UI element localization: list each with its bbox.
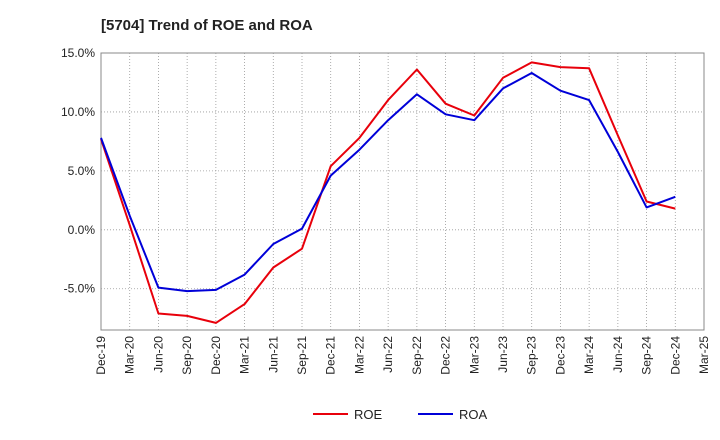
x-tick-label: Jun-22 [381, 336, 395, 373]
x-tick-label: Mar-24 [582, 336, 596, 374]
series-lines [100, 61, 676, 324]
x-tick-label: Jun-24 [611, 336, 625, 373]
x-axis: Dec-19 Mar-20 Jun-20 Sep-20 Dec-20 Mar-21 Jun-… [94, 336, 711, 375]
x-tick-label: Sep-23 [525, 336, 539, 375]
legend: ROE ROA [313, 407, 488, 422]
y-tick-label: -5.0% [64, 282, 96, 296]
x-tick-label: Jun-21 [266, 336, 280, 373]
x-tick-label: Mar-23 [467, 336, 481, 374]
x-tick-label: Dec-22 [439, 336, 453, 375]
x-tick-label: Sep-22 [410, 336, 424, 375]
x-tick-label: Jun-20 [151, 336, 165, 373]
x-tick-label: Dec-24 [668, 336, 682, 375]
y-tick-label: 10.0% [61, 105, 95, 119]
series-line-roa [100, 72, 676, 293]
x-tick-label: Mar-21 [238, 336, 252, 374]
x-tick-label: Sep-20 [180, 336, 194, 375]
y-axis: 15.0% 10.0% 5.0% 0.0% -5.0% [61, 46, 95, 296]
plot-area [100, 52, 705, 331]
x-tick-label: Dec-20 [209, 336, 223, 375]
legend-label-roe: ROE [354, 407, 383, 422]
y-tick-label: 0.0% [68, 223, 96, 237]
x-tick-label: Sep-21 [295, 336, 309, 375]
y-tick-label: 5.0% [68, 164, 96, 178]
series-line-roe [100, 61, 676, 324]
x-tick-label: Dec-19 [94, 336, 108, 375]
gridlines [101, 53, 704, 330]
x-tick-label: Mar-20 [123, 336, 137, 374]
legend-label-roa: ROA [459, 407, 488, 422]
chart-title: [5704] Trend of ROE and ROA [101, 17, 313, 34]
x-tick-label: Mar-22 [352, 336, 366, 374]
x-tick-label: Mar-25 [697, 336, 711, 374]
x-tick-label: Dec-21 [324, 336, 338, 375]
x-tick-label: Sep-24 [640, 336, 654, 375]
y-tick-label: 15.0% [61, 46, 95, 60]
x-tick-label: Jun-23 [496, 336, 510, 373]
x-tick-label: Dec-23 [553, 336, 567, 375]
